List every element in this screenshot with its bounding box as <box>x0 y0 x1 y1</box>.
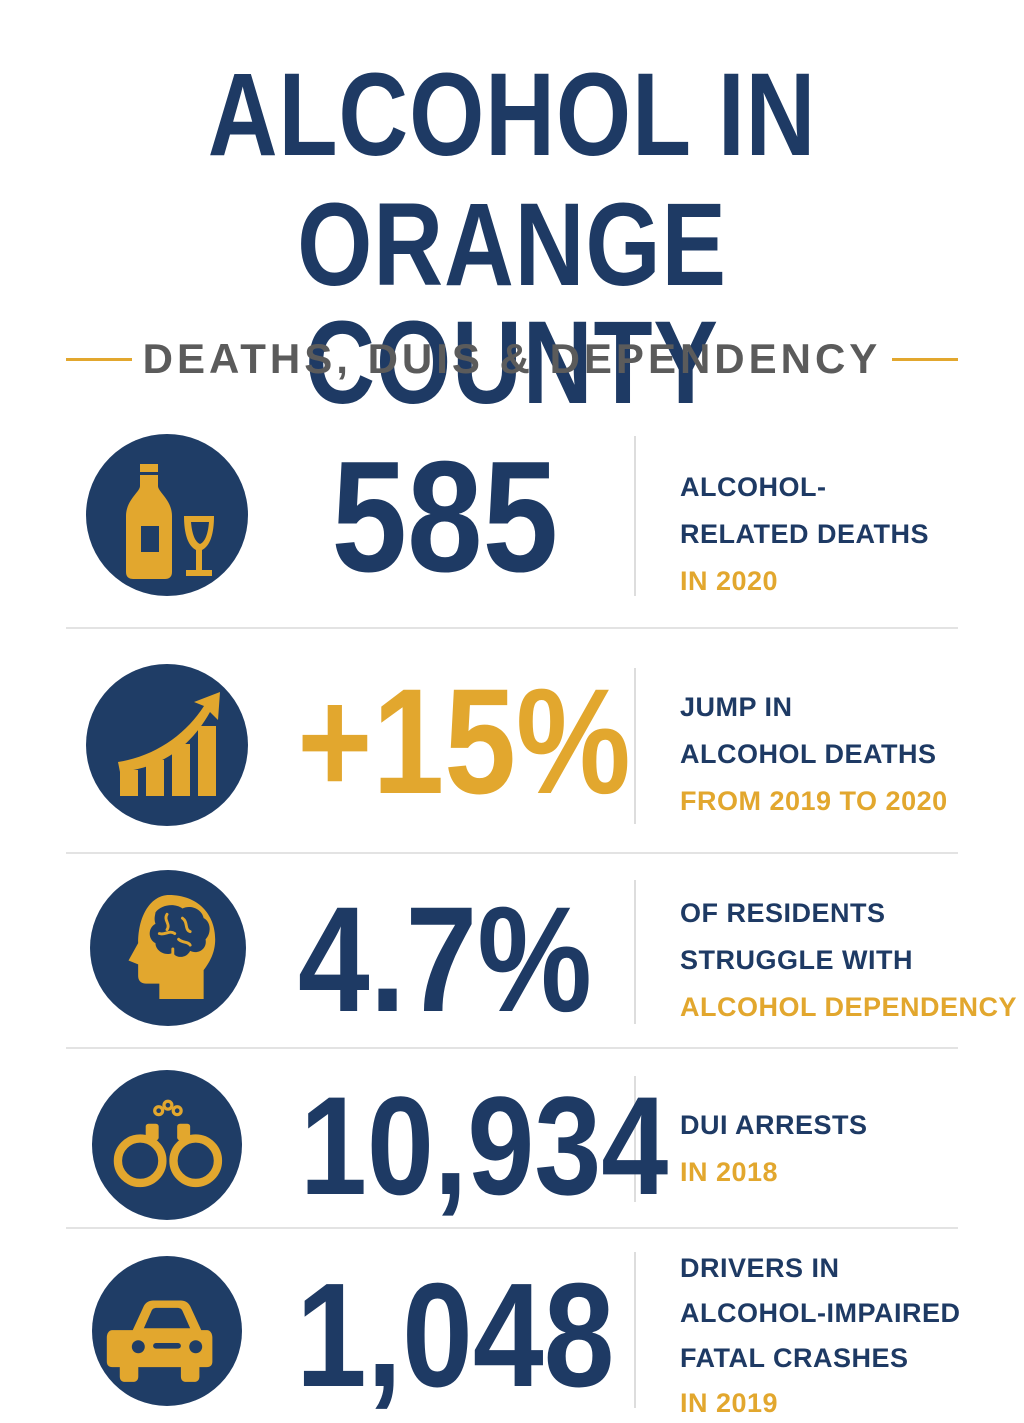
stat-desc-crashes: DRIVERS IN ALCOHOL-IMPAIRED FATAL CRASHE… <box>680 1246 1000 1423</box>
row-1-separator <box>634 436 636 596</box>
desc-highlight: IN 2019 <box>680 1388 779 1418</box>
divider <box>66 852 958 854</box>
desc-highlight: ALCOHOL DEPENDENCY <box>680 992 1018 1022</box>
car-icon <box>92 1256 242 1406</box>
divider <box>66 1047 958 1049</box>
subtitle-row: DEATHS, DUIS & DEPENDENCY <box>66 332 958 386</box>
stat-desc-jump: JUMP IN ALCOHOL DEATHS FROM 2019 TO 2020 <box>680 684 1000 825</box>
stat-value-jump: +15% <box>297 657 631 825</box>
desc-line: OF RESIDENTS <box>680 898 886 928</box>
wine-bottle-glass-icon <box>86 434 248 596</box>
handcuffs-icon <box>92 1070 242 1220</box>
desc-line: ALCOHOL-IMPAIRED <box>680 1298 961 1328</box>
title-line-2: ORANGE COUNTY <box>297 179 727 429</box>
row-5-separator <box>634 1252 636 1408</box>
subtitle: DEATHS, DUIS & DEPENDENCY <box>142 335 882 382</box>
title-line-1: ALCOHOL IN <box>207 49 817 181</box>
desc-line: STRUGGLE WITH <box>680 945 913 975</box>
desc-line: JUMP IN <box>680 692 793 722</box>
right-rule <box>891 357 958 361</box>
rising-chart-icon <box>86 664 248 826</box>
desc-line: ALCOHOL DEATHS <box>680 739 937 769</box>
stat-desc-dui: DUI ARRESTS IN 2018 <box>680 1102 1000 1196</box>
stat-value-deaths: 585 <box>331 429 559 605</box>
desc-highlight: IN 2018 <box>680 1157 779 1187</box>
left-rule <box>66 357 132 361</box>
desc-highlight: IN 2020 <box>680 566 779 596</box>
desc-line: ALCOHOL- <box>680 472 827 502</box>
stat-value-dui: 10,934 <box>299 1067 669 1224</box>
desc-highlight: FROM 2019 TO 2020 <box>680 786 948 816</box>
divider <box>66 1227 958 1229</box>
stat-desc-dependency: OF RESIDENTS STRUGGLE WITH ALCOHOL DEPEN… <box>680 890 1018 1031</box>
brain-head-icon <box>90 870 246 1026</box>
row-4-separator <box>634 1076 636 1202</box>
desc-line: DRIVERS IN <box>680 1253 840 1283</box>
divider <box>66 627 958 629</box>
stat-value-crashes: 1,048 <box>295 1253 615 1418</box>
desc-line: FATAL CRASHES <box>680 1343 909 1373</box>
row-2-separator <box>634 668 636 824</box>
desc-line: RELATED DEATHS <box>680 519 929 549</box>
stat-value-dependency: 4.7% <box>297 875 593 1043</box>
stat-desc-deaths: ALCOHOL- RELATED DEATHS IN 2020 <box>680 464 1000 605</box>
desc-line: DUI ARRESTS <box>680 1110 868 1140</box>
row-3-separator <box>634 880 636 1024</box>
